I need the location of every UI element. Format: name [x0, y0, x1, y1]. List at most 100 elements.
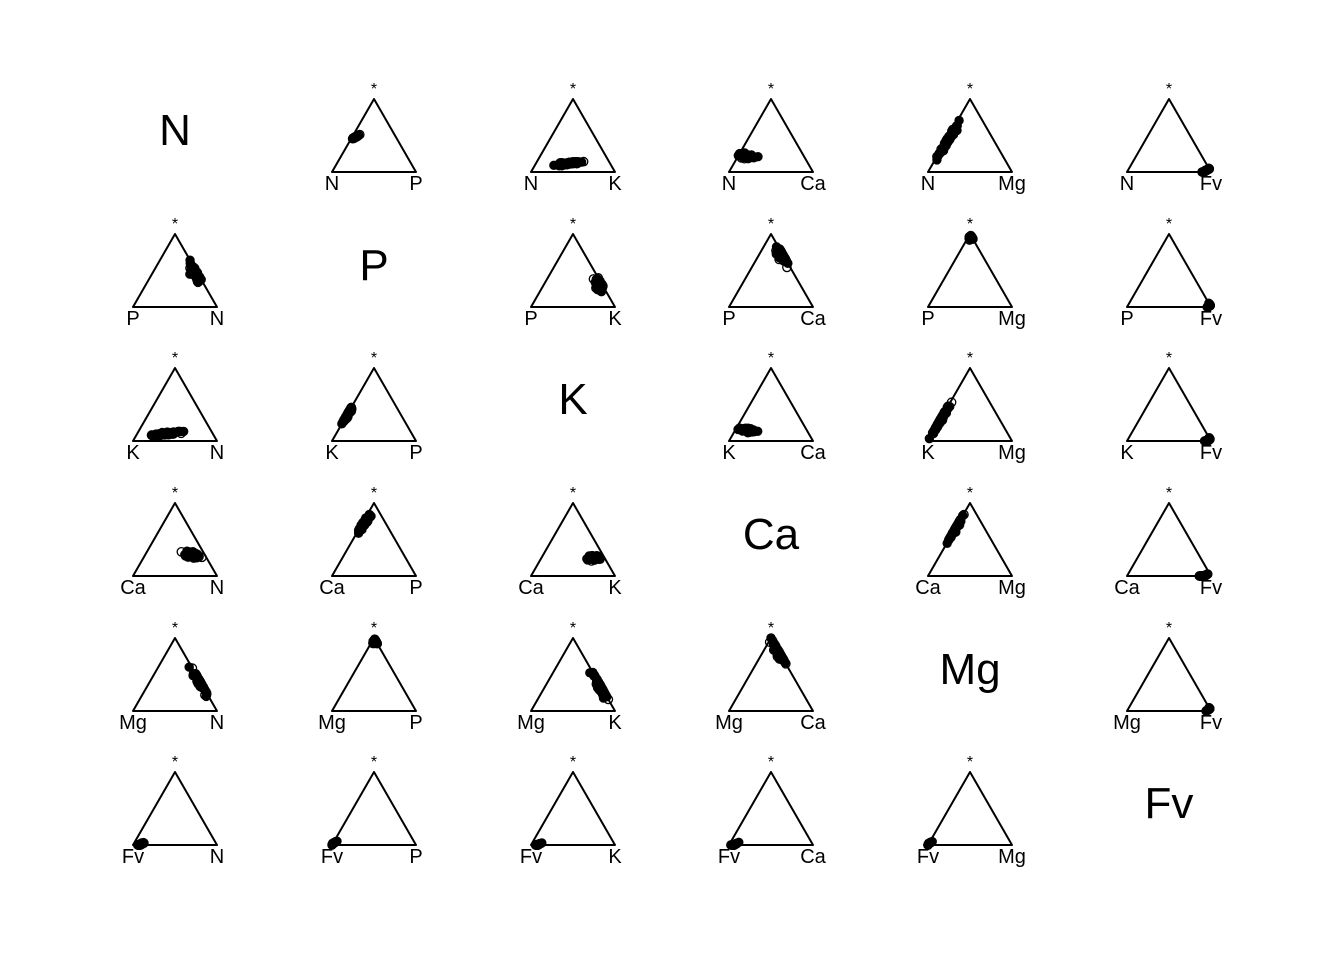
data-point	[1204, 301, 1214, 312]
apex-label: *	[1166, 485, 1172, 502]
data-point	[948, 124, 958, 135]
panel-k-k: K	[558, 375, 587, 424]
panel-ca-n: * Ca N	[120, 485, 224, 599]
data-point	[184, 551, 195, 562]
panel-mg-ca: * Mg Ca	[715, 620, 827, 734]
apex-label: *	[768, 754, 774, 771]
apex-label: *	[371, 350, 377, 367]
ternary-triangle	[331, 98, 417, 173]
apex-label: *	[1166, 620, 1172, 637]
vertex-label-right: P	[409, 712, 422, 734]
panel-ca-p: * Ca P	[319, 485, 422, 599]
panel-mg-n: * Mg N	[119, 620, 224, 734]
vertex-label-left: P	[722, 308, 735, 330]
vertex-label-left: Mg	[318, 712, 346, 734]
panel-k-mg: * K Mg	[921, 350, 1026, 464]
data-point	[1200, 165, 1211, 176]
ternary-triangle	[1126, 637, 1212, 712]
data-point	[191, 550, 202, 561]
vertex-label-right: N	[210, 442, 224, 464]
panel-p-mg: * P Mg	[921, 216, 1026, 330]
data-point	[196, 274, 206, 285]
apex-label: *	[570, 754, 576, 771]
apex-label: *	[172, 485, 178, 502]
vertex-label-right: P	[409, 577, 422, 599]
vertex-label-left: K	[126, 442, 140, 464]
panel-p-p: P	[359, 241, 388, 290]
vertex-label-right: N	[210, 308, 224, 330]
panel-n-mg: * N Mg	[921, 81, 1026, 195]
ternary-triangle	[530, 771, 616, 846]
apex-label: *	[570, 485, 576, 502]
vertex-label-left: Ca	[1114, 577, 1140, 599]
data-point	[532, 840, 543, 850]
data-point	[361, 516, 371, 527]
ternary-triangle	[728, 233, 814, 308]
vertex-label-right: Mg	[998, 846, 1026, 868]
diagonal-label: Fv	[1145, 779, 1194, 828]
data-point	[146, 430, 157, 440]
data-point	[200, 685, 210, 696]
apex-label: *	[172, 350, 178, 367]
apex-label: *	[570, 81, 576, 98]
apex-label: *	[371, 81, 377, 98]
vertex-label-left: Mg	[517, 712, 545, 734]
panel-ca-mg: * Ca Mg	[915, 485, 1026, 599]
ternary-triangle	[728, 637, 814, 712]
apex-label: *	[1166, 216, 1172, 233]
panel-fv-n: * Fv N	[122, 754, 224, 868]
ternary-triangle	[331, 771, 417, 846]
diagonal-label: K	[558, 375, 587, 424]
panel-mg-mg: Mg	[939, 645, 1000, 694]
apex-label: *	[967, 754, 973, 771]
data-point	[740, 423, 751, 434]
data-point	[582, 554, 593, 565]
data-point	[184, 662, 194, 672]
apex-label: *	[1166, 350, 1172, 367]
apex-label: *	[570, 216, 576, 233]
vertex-label-left: Ca	[915, 577, 941, 599]
panel-k-n: * K N	[126, 350, 224, 464]
data-point	[331, 836, 341, 847]
apex-label: *	[172, 216, 178, 233]
apex-label: *	[768, 81, 774, 98]
ternary-triangle	[927, 502, 1013, 577]
diagonal-label: Mg	[939, 645, 1000, 694]
vertex-label-left: K	[722, 442, 736, 464]
vertex-label-left: P	[126, 308, 139, 330]
vertex-label-right: Ca	[800, 308, 826, 330]
panel-k-fv: * K Fv	[1120, 350, 1222, 464]
vertex-label-right: P	[409, 442, 422, 464]
data-point	[349, 132, 360, 143]
vertex-label-right: Fv	[1200, 712, 1222, 734]
apex-label: *	[768, 620, 774, 637]
ternary-triangle	[927, 771, 1013, 846]
data-point	[935, 414, 946, 425]
ternary-triangle	[1126, 367, 1212, 442]
data-point	[1203, 705, 1213, 715]
panel-n-k: * N K	[524, 81, 623, 195]
vertex-label-left: K	[1120, 442, 1134, 464]
vertex-label-right: Fv	[1200, 308, 1222, 330]
apex-label: *	[967, 350, 973, 367]
apex-label: *	[768, 216, 774, 233]
data-point	[132, 840, 143, 850]
vertex-label-left: N	[722, 173, 736, 195]
apex-label: *	[768, 350, 774, 367]
vertex-label-left: N	[524, 173, 538, 195]
panel-mg-k: * Mg K	[517, 620, 622, 734]
apex-label: *	[371, 485, 377, 502]
data-point	[338, 417, 348, 427]
diagonal-label: N	[159, 106, 191, 155]
vertex-label-right: N	[210, 846, 224, 868]
ternary-triangle	[728, 771, 814, 846]
panel-p-k: * P K	[524, 216, 622, 330]
ternary-triangle	[530, 98, 616, 173]
data-point	[775, 649, 786, 660]
panel-ca-ca: Ca	[743, 510, 800, 559]
vertex-label-left: Fv	[917, 846, 939, 868]
apex-label: *	[172, 620, 178, 637]
diagonal-label: P	[359, 241, 388, 290]
vertex-label-left: P	[921, 308, 934, 330]
